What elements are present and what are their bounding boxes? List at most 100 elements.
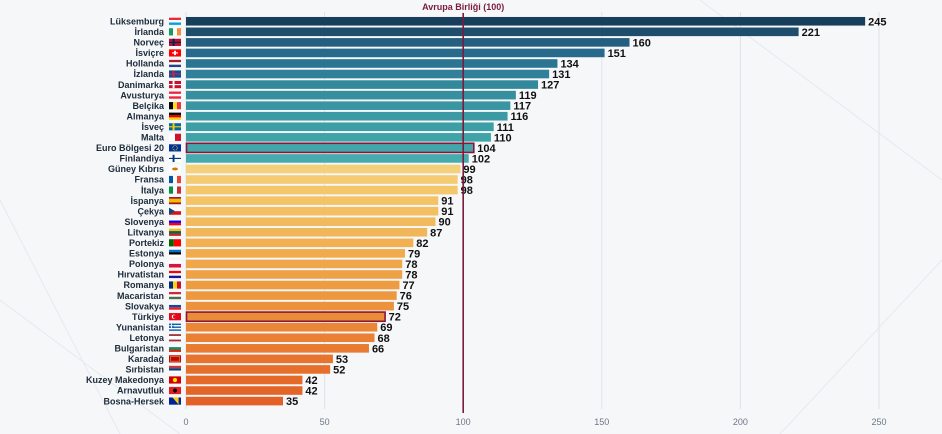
bar: [186, 48, 605, 58]
value-label: 111: [497, 122, 514, 134]
bar: [186, 344, 369, 353]
country-label: Letonya: [129, 333, 165, 343]
ba-flag-icon: [169, 397, 181, 405]
value-label: 76: [400, 291, 412, 303]
value-label: 151: [608, 48, 626, 60]
country-label: Kuzey Makedonya: [86, 375, 165, 385]
value-label: 75: [397, 301, 409, 313]
value-label: 91: [441, 196, 453, 208]
cz-flag-icon: [169, 207, 181, 215]
bars: [185, 16, 866, 406]
value-label: 78: [405, 259, 417, 271]
bar: [186, 280, 400, 290]
value-label: 35: [286, 396, 298, 408]
bar: [186, 301, 394, 311]
x-tick-label: 150: [594, 417, 609, 427]
bar: [186, 38, 630, 47]
country-label: İsveç: [141, 122, 164, 132]
country-label: İspanya: [130, 196, 165, 206]
ch-flag-icon: [169, 49, 181, 57]
at-flag-icon: [169, 91, 181, 99]
x-tick-label: 100: [456, 417, 471, 427]
value-label: 221: [802, 27, 820, 39]
value-label: 102: [472, 153, 490, 165]
bar: [186, 333, 375, 343]
ie-flag-icon: [169, 28, 181, 36]
background-line: [779, 259, 942, 434]
bar: [186, 365, 331, 374]
country-label: Almanya: [126, 111, 165, 121]
country-label: Bosna-Hersek: [103, 396, 165, 406]
lu-flag-icon: [169, 17, 181, 25]
country-label: Polonya: [129, 259, 165, 269]
country-label: Sırbistan: [125, 365, 164, 375]
value-label: 78: [405, 269, 417, 281]
tr-flag-icon: [169, 313, 181, 321]
bar: [186, 196, 439, 205]
value-label: 79: [408, 248, 420, 260]
country-label: Hırvatistan: [117, 270, 164, 280]
rs-flag-icon: [169, 365, 181, 374]
pl-flag-icon: [169, 260, 181, 268]
x-axis-ticks: 0 50 100 150 200 250: [183, 417, 886, 427]
background-line: [0, 199, 121, 434]
country-label: Romanya: [123, 280, 165, 290]
country-label: Norveç: [133, 38, 164, 48]
it-flag-icon: [169, 186, 181, 194]
value-label: 72: [389, 312, 401, 324]
is-flag-icon: [169, 70, 181, 78]
ee-flag-icon: [169, 249, 181, 257]
bar: [186, 101, 511, 110]
value-label: 68: [377, 333, 389, 345]
value-label: 69: [380, 322, 392, 334]
se-flag-icon: [169, 123, 181, 131]
es-flag-icon: [169, 197, 181, 205]
bar: [186, 80, 539, 89]
country-label: Çekya: [137, 206, 165, 216]
nl-flag-icon: [169, 59, 181, 68]
value-label: 66: [372, 343, 384, 355]
highlight-outline: [185, 311, 386, 323]
x-tick-label: 200: [733, 417, 748, 427]
country-label: Belçika: [132, 101, 165, 111]
bg-flag-icon: [169, 344, 181, 352]
bar: [186, 238, 414, 248]
bar: [186, 16, 866, 26]
country-label: Slovenya: [124, 217, 165, 227]
country-flags: [169, 17, 181, 405]
value-label: 42: [305, 375, 317, 387]
mk-flag-icon: [169, 376, 181, 384]
de-flag-icon: [169, 112, 181, 120]
country-label: Türkiye: [132, 312, 164, 322]
country-label: Macaristan: [117, 291, 164, 301]
bar: [186, 90, 516, 100]
si-flag-icon: [169, 218, 181, 226]
country-label: Euro Bölgesi 20: [96, 143, 164, 153]
value-label: 119: [519, 90, 537, 102]
country-label: Arnavutluk: [117, 386, 165, 396]
ro-flag-icon: [169, 281, 181, 289]
bar: [186, 259, 403, 269]
country-label: Danimarka: [118, 80, 165, 90]
country-label: Hollanda: [126, 59, 165, 69]
bar: [186, 206, 439, 216]
value-label: 90: [438, 217, 450, 229]
bar: [186, 270, 403, 279]
pt-flag-icon: [169, 239, 181, 247]
background-line: [0, 299, 181, 434]
value-label: 117: [513, 101, 531, 113]
bar: [186, 396, 284, 406]
bar: [186, 291, 397, 300]
country-label: Avusturya: [120, 90, 165, 100]
bar: [186, 143, 475, 153]
me-flag-icon: [169, 355, 181, 363]
value-label: 127: [541, 80, 559, 92]
bar: [186, 59, 558, 68]
country-label: Bulgaristan: [114, 344, 164, 354]
lv-flag-icon: [169, 334, 181, 342]
value-label: 87: [430, 227, 442, 239]
bar: [186, 164, 461, 174]
